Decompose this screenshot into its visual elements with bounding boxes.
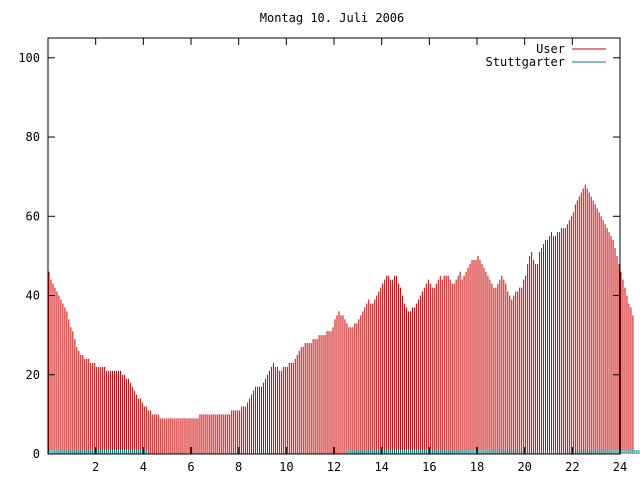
x-tick-label: 18 (470, 460, 484, 474)
x-tick-label: 20 (517, 460, 531, 474)
x-tick-label: 6 (187, 460, 194, 474)
x-tick-label: 4 (140, 460, 147, 474)
legend: User Stuttgarter (486, 42, 606, 69)
chart-title: Montag 10. Juli 2006 (260, 11, 405, 25)
x-tick-label: 10 (279, 460, 293, 474)
x-tick-label: 8 (235, 460, 242, 474)
y-axis: 0 20 40 60 80 100 (18, 51, 620, 461)
x-tick-label: 24 (613, 460, 627, 474)
plot-border (47, 37, 621, 455)
x-axis: 2 4 6 8 10 12 14 16 18 20 22 24 (92, 38, 627, 474)
y-tick-label: 40 (26, 289, 40, 303)
y-tick-label: 20 (26, 368, 40, 382)
x-tick-label: 12 (327, 460, 341, 474)
y-tick-label: 60 (26, 209, 40, 223)
stuttgarter-series (48, 450, 640, 454)
x-tick-label: 16 (422, 460, 436, 474)
x-tick-label: 2 (92, 460, 99, 474)
x-tick-label: 22 (565, 460, 579, 474)
legend-label-stuttgarter: Stuttgarter (486, 55, 565, 69)
y-tick-label: 80 (26, 130, 40, 144)
user-series (48, 184, 634, 454)
x-tick-label: 14 (374, 460, 388, 474)
legend-label-user: User (536, 42, 565, 56)
y-tick-label: 100 (18, 51, 40, 65)
y-tick-label: 0 (33, 447, 40, 461)
